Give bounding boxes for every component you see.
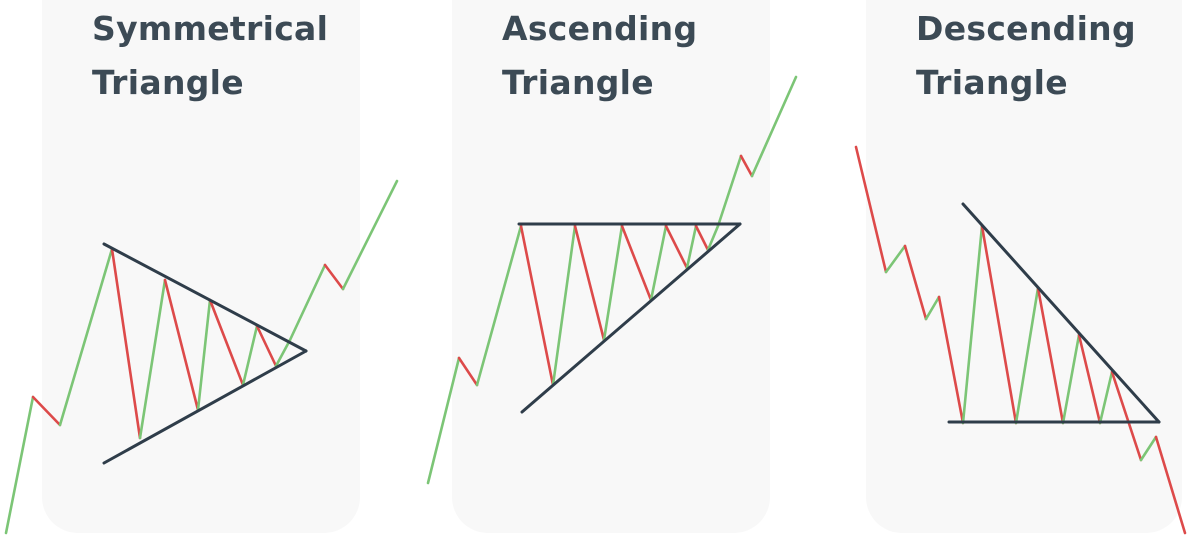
price-up-segment bbox=[288, 263, 327, 342]
title-line-2: Triangle bbox=[916, 63, 1068, 102]
price-up-segment bbox=[649, 224, 668, 302]
price-down-segment bbox=[31, 395, 62, 427]
price-down-segment bbox=[255, 324, 278, 368]
title-line-2: Triangle bbox=[502, 63, 654, 102]
price-up-segment bbox=[274, 338, 292, 368]
ascending-triangle-panel bbox=[452, 0, 770, 533]
price-down-segment bbox=[457, 356, 479, 387]
price-up-segment bbox=[551, 224, 577, 387]
symmetrical-triangle-title: Symmetrical Triangle bbox=[92, 2, 328, 110]
price-up-segment bbox=[1098, 370, 1114, 425]
ascending-triangle-title: Ascending Triangle bbox=[502, 2, 697, 110]
price-down-segment bbox=[980, 224, 1018, 425]
price-up-segment bbox=[58, 247, 114, 427]
price-up-segment bbox=[706, 224, 720, 252]
price-up-segment bbox=[196, 298, 212, 412]
price-down-segment bbox=[1110, 370, 1143, 462]
price-down-segment bbox=[664, 224, 689, 270]
price-down-segment bbox=[1077, 333, 1102, 425]
price-up-segment bbox=[961, 224, 984, 425]
title-line-1: Ascending bbox=[502, 9, 698, 48]
price-down-segment bbox=[110, 247, 142, 440]
price-down-segment bbox=[519, 224, 555, 387]
price-up-segment bbox=[475, 224, 523, 387]
price-up-segment bbox=[341, 179, 399, 291]
price-up-segment bbox=[750, 75, 798, 178]
price-down-segment bbox=[937, 295, 965, 425]
price-up-segment bbox=[685, 224, 698, 270]
price-up-segment bbox=[241, 324, 259, 387]
descending-triangle-title: Descending Triangle bbox=[916, 2, 1136, 110]
title-line-1: Descending bbox=[916, 9, 1136, 48]
price-up-segment bbox=[4, 395, 35, 535]
trendline bbox=[102, 349, 308, 465]
price-down-segment bbox=[694, 224, 710, 252]
price-up-segment bbox=[884, 244, 907, 274]
trendline bbox=[102, 242, 308, 353]
price-up-segment bbox=[716, 154, 743, 228]
price-down-segment bbox=[739, 154, 754, 178]
price-up-segment bbox=[1014, 286, 1040, 425]
price-up-segment bbox=[602, 224, 624, 342]
price-down-segment bbox=[854, 145, 888, 274]
price-up-segment bbox=[924, 295, 941, 321]
title-line-2: Triangle bbox=[92, 63, 244, 102]
price-up-segment bbox=[138, 278, 167, 440]
title-line-1: Symmetrical bbox=[92, 9, 329, 48]
price-down-segment bbox=[573, 224, 606, 342]
price-down-segment bbox=[620, 224, 653, 302]
price-down-segment bbox=[1154, 435, 1187, 535]
price-down-segment bbox=[903, 244, 928, 321]
trendline bbox=[961, 202, 1161, 424]
price-up-segment bbox=[1139, 435, 1158, 462]
price-down-segment bbox=[323, 263, 345, 291]
price-up-segment bbox=[426, 356, 461, 485]
trendline bbox=[520, 222, 742, 414]
price-down-segment bbox=[163, 278, 200, 412]
price-down-segment bbox=[208, 298, 245, 387]
symmetrical-triangle-panel bbox=[42, 0, 360, 533]
price-up-segment bbox=[1061, 333, 1081, 425]
price-down-segment bbox=[1036, 286, 1065, 425]
descending-triangle-panel bbox=[866, 0, 1182, 533]
